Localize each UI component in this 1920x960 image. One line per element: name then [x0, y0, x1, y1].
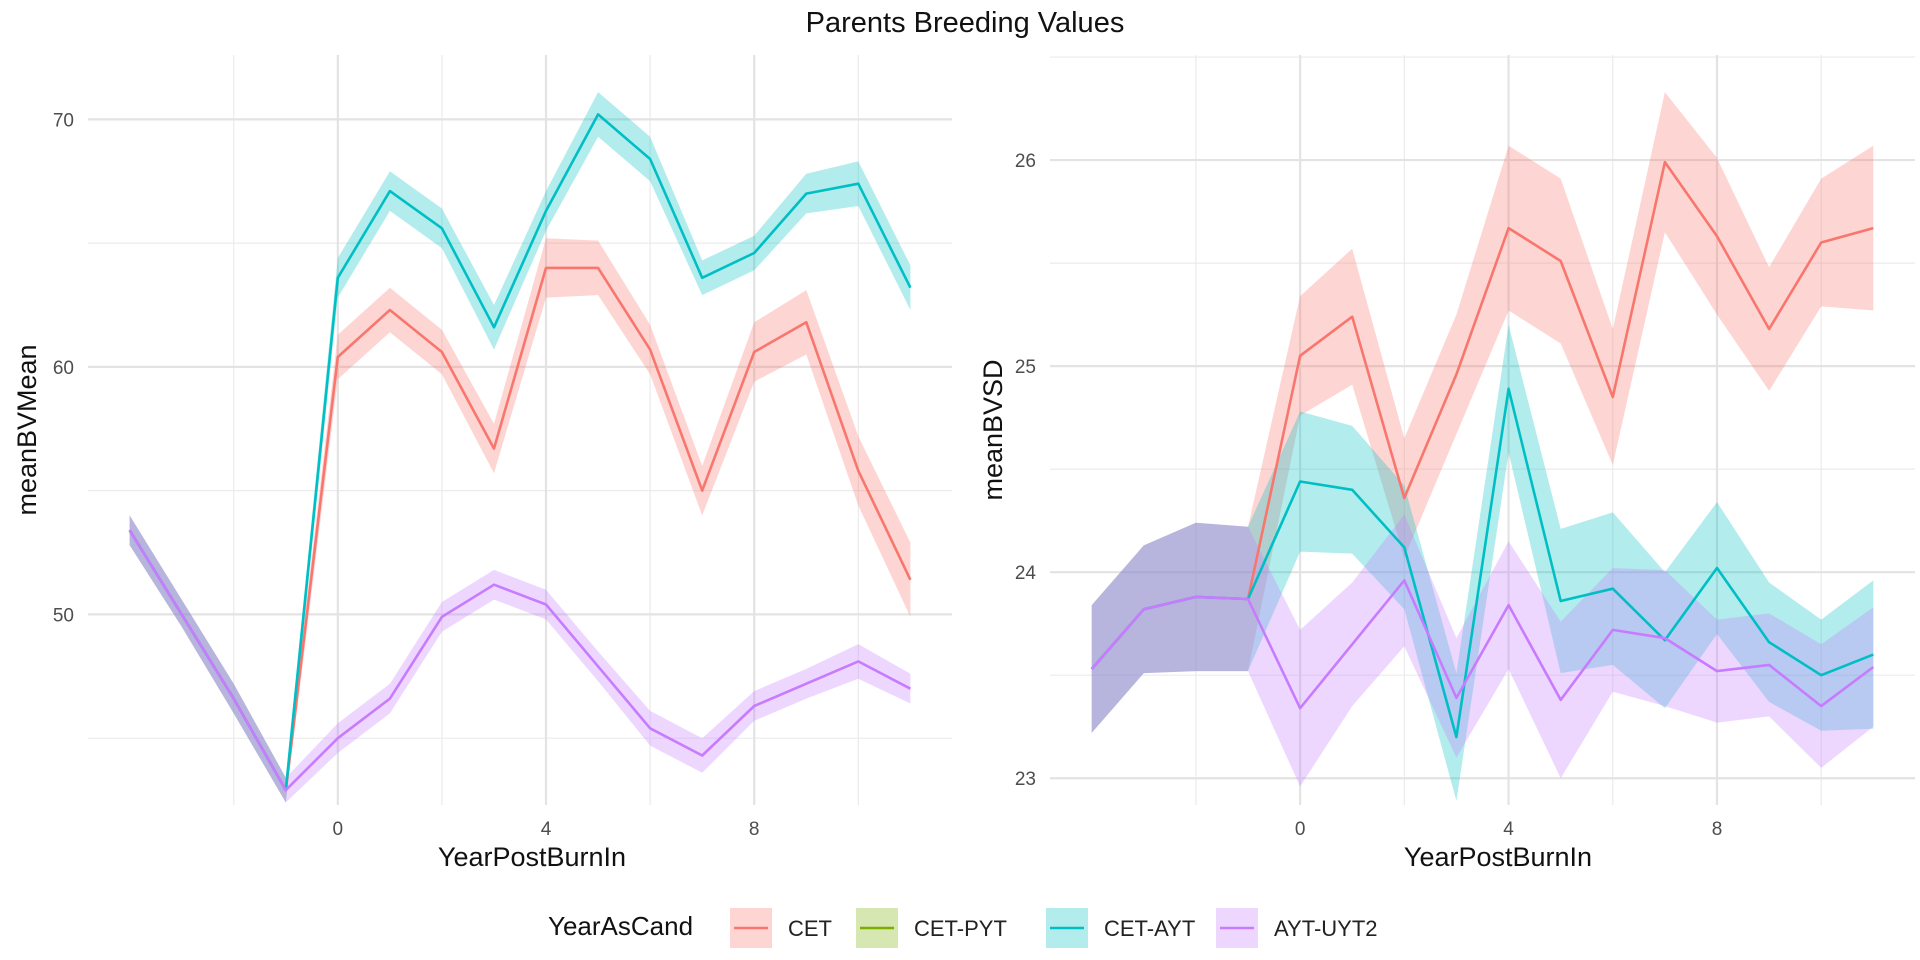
legend-label: CET-AYT	[1104, 916, 1195, 941]
panel-sd: 0 4 8 23 24 25 26 YearPostBurnIn meanBVSD	[978, 55, 1915, 872]
tick-labels: 0 4 8 23 24 25 26	[1015, 151, 1722, 840]
y-axis-title: meanBVMean	[12, 344, 42, 515]
y-tick-label: 25	[1015, 357, 1036, 378]
gridlines	[88, 55, 952, 805]
gridlines	[1050, 55, 1915, 805]
x-axis-title: YearPostBurnIn	[438, 842, 626, 872]
y-tick-label: 26	[1015, 151, 1036, 172]
y-tick-label: 70	[53, 110, 74, 131]
legend-entries: CET CET-PYT CET-AYT AYT-UYT2	[730, 908, 1378, 948]
legend-entry-ayt-uyt2: AYT-UYT2	[1216, 908, 1378, 948]
y-tick-label: 50	[53, 605, 74, 626]
ribbon-cet	[129, 238, 911, 803]
series-lines	[128, 113, 912, 792]
x-tick-label: 4	[541, 819, 552, 840]
line-ayt-uyt2	[1090, 579, 1875, 710]
line-ayt-uyt2	[128, 529, 912, 792]
ribbon-ayt-uyt2	[129, 515, 911, 803]
legend-label: CET-PYT	[914, 916, 1007, 941]
x-tick-label: 8	[749, 819, 760, 840]
legend-entry-cet: CET	[730, 908, 832, 948]
x-tick-label: 0	[1295, 819, 1306, 840]
legend-entry-cet-ayt: CET-AYT	[1046, 908, 1195, 948]
legend-label: AYT-UYT2	[1274, 916, 1378, 941]
chart-title: Parents Breeding Values	[806, 7, 1125, 39]
tick-labels: 0 4 8 50 60 70	[53, 110, 760, 840]
x-tick-label: 8	[1712, 819, 1723, 840]
panel-mean: 0 4 8 50 60 70 YearPostBurnIn meanBVMean	[12, 55, 952, 872]
confidence-bands	[129, 92, 911, 803]
y-axis-title: meanBVSD	[978, 359, 1008, 500]
y-tick-label: 60	[53, 358, 74, 379]
x-axis-title: YearPostBurnIn	[1404, 842, 1592, 872]
legend-entry-cet-pyt: CET-PYT	[856, 908, 1007, 948]
series-lines	[1090, 160, 1875, 739]
ribbon-cet-ayt	[129, 92, 911, 803]
legend: YearAsCand CET CET-PYT CET-AYT AYT-UYT2	[548, 908, 1378, 948]
ribbon-cet	[1091, 92, 1874, 733]
y-tick-label: 23	[1015, 769, 1036, 790]
legend-title: YearAsCand	[548, 911, 693, 941]
legend-label: CET	[788, 916, 832, 941]
x-tick-label: 0	[333, 819, 344, 840]
confidence-bands	[1091, 92, 1874, 801]
y-tick-label: 24	[1015, 563, 1037, 584]
x-tick-label: 4	[1503, 819, 1514, 840]
